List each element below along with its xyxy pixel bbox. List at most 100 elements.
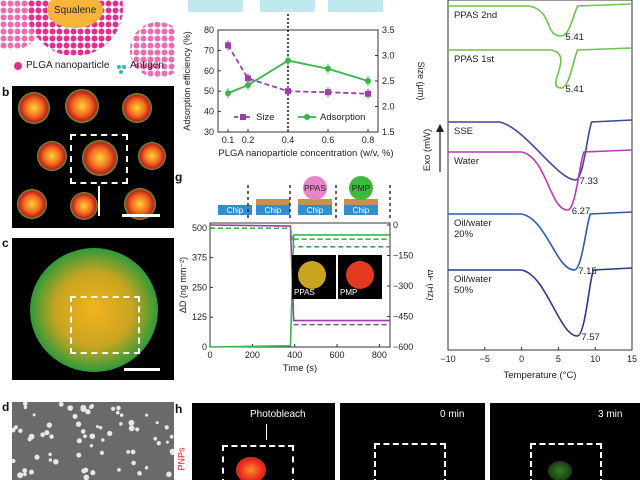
y-left-tick-label: 375	[192, 253, 207, 263]
photobleach-arrow	[266, 424, 267, 440]
legend-label-size: Size	[256, 112, 274, 123]
sem-particle	[165, 440, 169, 444]
panel-h-side-label: PNPs	[176, 447, 187, 471]
chip-3-coating	[298, 199, 332, 205]
curve-label-5: Oil/water	[454, 274, 491, 285]
x-tick-label: 10	[590, 354, 600, 364]
y-left-tick-label: 40	[204, 107, 214, 117]
y-left-tick-label: 50	[204, 86, 214, 96]
ppas-bubble	[303, 176, 327, 200]
curve-label-3: Water	[454, 156, 479, 167]
sem-particle	[80, 429, 86, 434]
time-label-0min: 0 min	[440, 409, 465, 420]
chip-1-label: Chip	[227, 206, 244, 215]
curve-label-5: 50%	[454, 285, 474, 296]
y-left-tick-label: 70	[204, 45, 214, 55]
y-right-tick-label: −150	[393, 251, 413, 261]
sem-particle	[170, 451, 174, 456]
point-adsorption	[225, 90, 231, 97]
sem-particle	[115, 410, 120, 415]
dsc-curve-0	[448, 3, 633, 37]
sem-particle	[128, 425, 135, 432]
point-size	[225, 42, 231, 49]
curve-label-2: SSE	[454, 126, 473, 137]
sem-particle	[98, 426, 103, 430]
y-right-tick-label: 3.5	[382, 25, 395, 35]
sem-particle	[75, 421, 82, 427]
sem-particle	[23, 405, 28, 410]
y-axis-label: Exo (mW)	[422, 129, 433, 171]
qcm-chart: Chip Chip Chip Chip PPAS PMP 0 200 400 600 800 0 125…	[178, 176, 433, 374]
exo-arrow-head	[436, 124, 444, 132]
frame-1-particle	[236, 457, 266, 480]
chip-3-label: Chip	[307, 206, 324, 215]
inset-ppas-particle	[298, 261, 326, 289]
x-tick-label: 800	[372, 350, 387, 360]
y-right-axis-label: Size (μm)	[416, 62, 426, 101]
sem-particle	[85, 409, 91, 415]
peak-label-0: 5.41	[565, 32, 584, 43]
x-tick-label: 15	[627, 354, 637, 364]
chip-2-coating	[256, 199, 290, 205]
dsc-chart: −10 −5 0 5 10 15 Temperature (°C) Exo (mW) PPAS …	[422, 0, 637, 381]
sem-particle	[153, 436, 158, 441]
panel-d-texture	[12, 402, 174, 480]
point-adsorption	[285, 57, 291, 64]
panel-d-sem-image	[12, 402, 174, 480]
x-tick-label: −10	[440, 354, 455, 364]
sem-particle	[89, 433, 96, 439]
sem-particle	[110, 406, 116, 411]
sem-particle	[48, 458, 53, 462]
sem-particle	[58, 402, 64, 407]
point-adsorption	[325, 65, 331, 72]
sem-particle	[144, 413, 149, 417]
plga-legend-label: PLGA nanoparticle	[26, 60, 110, 71]
antigen-legend-icon	[116, 61, 126, 74]
sem-particle	[126, 449, 131, 454]
peak-label-2: 7.33	[580, 176, 599, 187]
sem-particle	[89, 444, 94, 448]
plot-frame	[447, 0, 633, 351]
y-left-tick-label: 500	[192, 223, 207, 233]
point-size	[285, 88, 291, 95]
bleach-box-3	[530, 443, 602, 480]
sem-particle	[166, 471, 172, 478]
panel-label-c: c	[2, 236, 9, 250]
sem-particle	[107, 430, 113, 436]
sem-particle	[155, 421, 159, 425]
y-right-tick-label: 2.5	[382, 76, 395, 86]
sem-particle	[131, 460, 136, 466]
sem-particle	[81, 468, 87, 474]
sem-particle	[116, 405, 121, 411]
pmp-bubble-label: PMP	[352, 183, 371, 193]
y-left-axis-label: ΔD (ng mm⁻²)	[178, 257, 188, 313]
legend-label-adsorption: Adsorption	[320, 112, 365, 123]
panel-h-frame-1: Photobleach	[192, 403, 335, 480]
panel-label-h: h	[175, 402, 183, 416]
x-tick-label: 0	[207, 350, 212, 360]
sem-particle	[137, 471, 142, 476]
point-adsorption	[365, 78, 371, 84]
plot-frame	[209, 222, 391, 348]
sem-particle	[72, 413, 78, 419]
squalene-schematic: Squalene PLGA nanoparticle Antigen	[0, 0, 175, 78]
sem-particle	[27, 437, 32, 442]
sem-particle	[76, 452, 82, 458]
y-right-tick-label: 2.0	[382, 102, 395, 112]
frame-3-particle	[548, 461, 572, 480]
mass-curve-dashed	[210, 227, 390, 248]
chip-3-rect	[298, 205, 332, 215]
panel-h-frame-3: 3 min	[490, 403, 640, 480]
x-axis-label: PLGA nanoparticle concentration (w/v, %)	[218, 148, 393, 159]
sem-particle	[53, 459, 59, 465]
dsc-curve-4	[448, 211, 633, 271]
dsc-curve-3	[448, 149, 633, 211]
peak-label-5: 7.57	[581, 332, 600, 343]
sem-particle	[101, 438, 105, 442]
sem-particle	[135, 427, 140, 432]
peak-label-4: 7.15	[578, 266, 597, 277]
panel-b-particles	[17, 89, 166, 220]
squalene-label: Squalene	[54, 5, 97, 16]
time-label-3min: 3 min	[598, 409, 623, 420]
legend-marker	[304, 114, 310, 120]
